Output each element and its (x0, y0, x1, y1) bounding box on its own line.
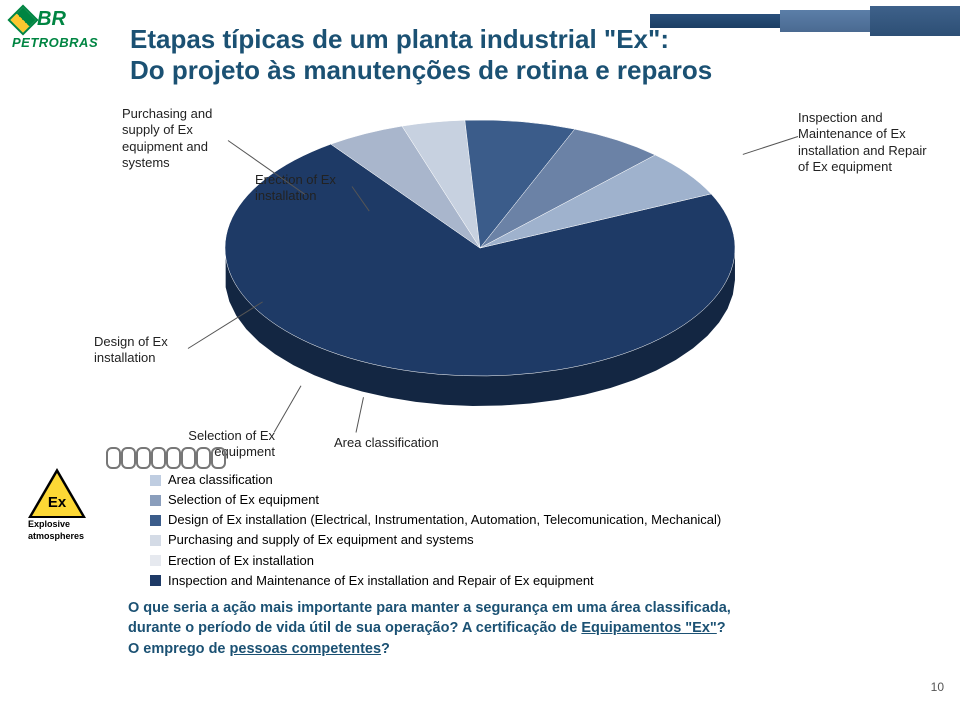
q2b: Equipamentos "Ex" (581, 620, 716, 636)
logo-diamond-icon (7, 4, 38, 35)
hazard-sign: Ex Explosive atmospheres (28, 468, 86, 542)
chain-link-icon (211, 447, 226, 469)
legend-label: Purchasing and supply of Ex equipment an… (168, 530, 474, 550)
question-line3: O emprego de pessoas competentes? (128, 639, 928, 659)
triangle-sign: Ex (28, 468, 86, 518)
legend-swatch-icon (150, 575, 161, 586)
callout-purchasing: Purchasing andsupply of Exequipment ands… (122, 106, 232, 171)
chain-link-icon (121, 447, 136, 469)
logo-br-text: BR (37, 8, 66, 31)
legend-item: Design of Ex installation (Electrical, I… (150, 510, 721, 530)
legend-swatch-icon (150, 475, 161, 486)
chain-link-icon (106, 447, 121, 469)
chain-link-icon (151, 447, 166, 469)
callout-area: Area classification (334, 435, 464, 451)
ex-label: Ex (28, 494, 86, 511)
chain-link-icon (136, 447, 151, 469)
legend-swatch-icon (150, 495, 161, 506)
question-block: O que seria a ação mais importante para … (128, 598, 928, 659)
question-line1: O que seria a ação mais importante para … (128, 598, 928, 618)
company-name: PETROBRAS (12, 35, 112, 50)
callout-design: Design of Exinstallation (94, 334, 194, 367)
legend-label: Area classification (168, 470, 273, 490)
question-line2: durante o período de vida útil de sua op… (128, 618, 928, 638)
legend-label: Inspection and Maintenance of Ex install… (168, 571, 594, 591)
chain-link-icon (181, 447, 196, 469)
legend-label: Design of Ex installation (Electrical, I… (168, 510, 721, 530)
q3b: pessoas competentes (230, 641, 382, 657)
callout-erection: Erection of Exinstallation (255, 172, 355, 205)
legend-item: Area classification (150, 470, 721, 490)
title-line2: Do projeto às manutenções de rotina e re… (130, 55, 850, 86)
legend-item: Erection of Ex installation (150, 551, 721, 571)
chain-icon (106, 452, 226, 469)
legend-swatch-icon (150, 535, 161, 546)
q2a: durante o período de vida útil de sua op… (128, 620, 581, 636)
sign-caption-1: Explosive (28, 520, 86, 530)
slide-title: Etapas típicas de um planta industrial "… (130, 24, 850, 86)
logo-mark: BR (12, 8, 112, 31)
callout-inspection: Inspection andMaintenance of Exinstallat… (798, 110, 948, 175)
legend-swatch-icon (150, 555, 161, 566)
legend-label: Selection of Ex equipment (168, 490, 319, 510)
chain-link-icon (196, 447, 211, 469)
legend-item: Selection of Ex equipment (150, 490, 721, 510)
header-bar-3 (870, 6, 960, 36)
title-line1: Etapas típicas de um planta industrial "… (130, 24, 850, 55)
q2c: ? (717, 620, 726, 636)
legend-label: Erection of Ex installation (168, 551, 314, 571)
page-number: 10 (931, 680, 944, 694)
legend-swatch-icon (150, 515, 161, 526)
chain-link-icon (166, 447, 181, 469)
legend: Area classificationSelection of Ex equip… (150, 470, 721, 591)
sign-caption-2: atmospheres (28, 532, 86, 542)
q3a: O emprego de (128, 641, 230, 657)
pie-svg (200, 98, 760, 438)
q3c: ? (381, 641, 390, 657)
pie-chart (200, 98, 760, 418)
legend-item: Inspection and Maintenance of Ex install… (150, 571, 721, 591)
legend-item: Purchasing and supply of Ex equipment an… (150, 530, 721, 550)
logo: BR PETROBRAS (12, 8, 112, 50)
